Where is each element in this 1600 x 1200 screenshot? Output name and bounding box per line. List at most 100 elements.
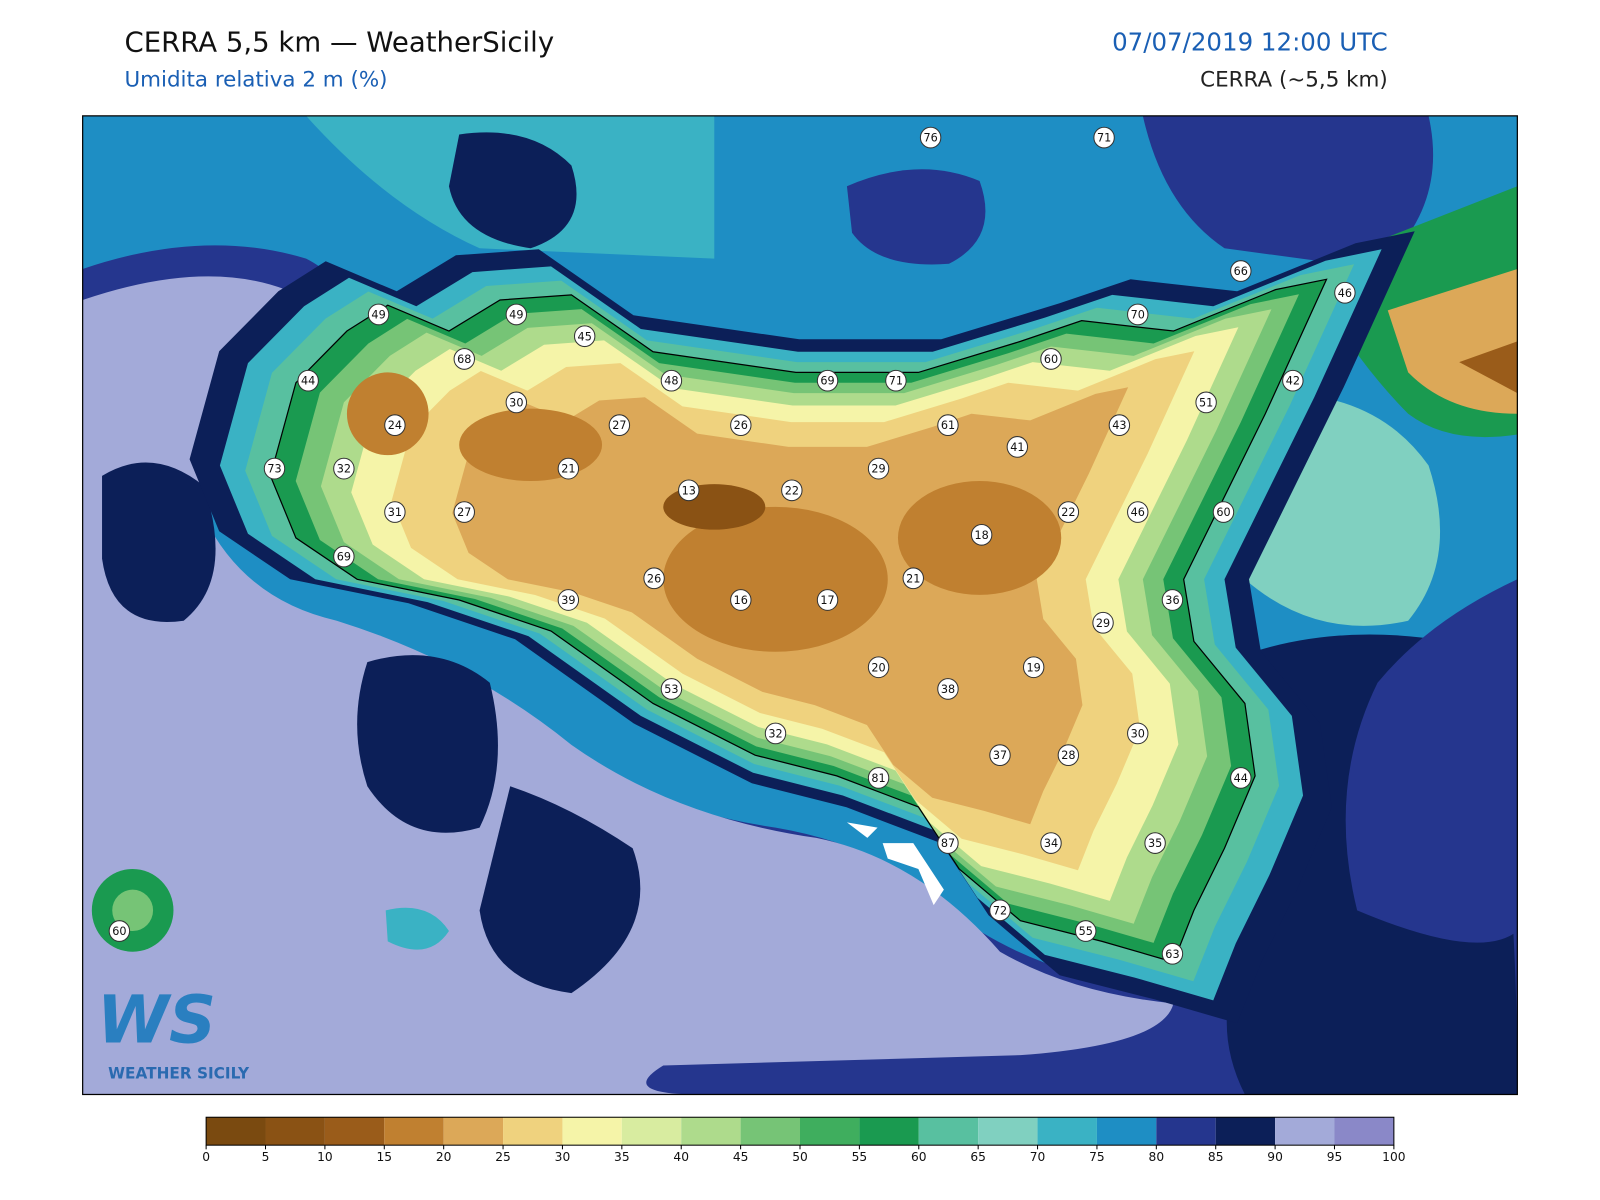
station-value: 20 — [871, 661, 885, 674]
station-value: 76 — [923, 132, 937, 145]
station-value: 21 — [906, 572, 920, 585]
station-value: 60 — [1216, 506, 1230, 519]
station-value: 38 — [941, 683, 955, 696]
station-value: 35 — [1148, 837, 1162, 850]
logo-name: WEATHER SICILY — [108, 1064, 250, 1082]
subtitle: Umidita relativa 2 m (%) — [124, 68, 387, 93]
station-marker — [730, 589, 752, 611]
station-marker — [263, 457, 286, 480]
station-marker — [1127, 722, 1149, 745]
station-value: 19 — [1027, 661, 1041, 674]
humidity-band — [346, 372, 429, 456]
colorbar-tick-label: 35 — [614, 1150, 630, 1164]
mask — [846, 822, 944, 906]
station-marker — [557, 457, 580, 480]
station-marker — [867, 457, 890, 480]
station-marker — [989, 899, 1011, 922]
station-marker — [937, 414, 959, 437]
station-value: 42 — [1286, 375, 1300, 388]
station-marker — [867, 656, 890, 679]
station-marker — [557, 589, 580, 611]
station-value: 68 — [457, 353, 471, 366]
station-value: 41 — [1010, 441, 1024, 454]
station-marker — [989, 744, 1011, 767]
colorbar-tick-label: 0 — [202, 1150, 210, 1164]
station-marker — [573, 325, 596, 348]
logo: WS WEATHER SICILY — [97, 981, 250, 1082]
station-value: 37 — [993, 749, 1007, 762]
colorbar-swatch — [324, 1117, 385, 1146]
colorbar-swatch — [800, 1117, 860, 1146]
station-marker — [1127, 303, 1149, 326]
colorbar-swatch — [443, 1117, 504, 1146]
station-value: 34 — [1044, 837, 1058, 850]
station-value: 26 — [734, 419, 748, 432]
station-value: 43 — [1112, 419, 1126, 432]
station-value: 46 — [1338, 287, 1352, 300]
station-value: 30 — [1131, 727, 1145, 740]
station-value: 32 — [337, 463, 351, 476]
station-value: 71 — [1097, 132, 1111, 145]
station-value: 17 — [820, 594, 834, 607]
colorbar-tick-label: 60 — [911, 1150, 927, 1164]
station-value: 21 — [561, 463, 575, 476]
station-value: 39 — [561, 594, 575, 607]
map-frame — [82, 115, 1518, 1096]
station-value: 29 — [871, 463, 885, 476]
station-marker — [816, 369, 839, 392]
station-value: 61 — [941, 419, 955, 432]
station-marker — [885, 369, 907, 392]
colorbar-swatch — [681, 1117, 741, 1146]
humidity-field — [82, 115, 1518, 1095]
station-marker — [1195, 391, 1217, 414]
station-marker — [1161, 942, 1184, 965]
station-marker — [333, 457, 355, 480]
station-value: 71 — [889, 375, 903, 388]
station-marker — [730, 414, 752, 437]
colorbar-swatch — [740, 1117, 800, 1146]
colorbar-tick-label: 70 — [1030, 1150, 1046, 1164]
station-value: 60 — [112, 925, 126, 938]
station-marker — [660, 678, 683, 700]
colorbar-swatch — [859, 1117, 919, 1146]
station-marker — [1040, 832, 1062, 854]
station-value: 51 — [1199, 396, 1213, 409]
station-marker — [384, 501, 406, 523]
station-value: 73 — [267, 463, 281, 476]
colorbar-swatch — [1215, 1117, 1276, 1146]
station-value: 45 — [578, 330, 592, 343]
colorbar-swatch — [562, 1117, 622, 1146]
station-marker — [643, 567, 665, 590]
station-marker — [1006, 436, 1029, 458]
colorbar-swatch — [1096, 1117, 1157, 1146]
field-area — [1142, 115, 1434, 269]
colorbar-tick-label: 50 — [792, 1150, 808, 1164]
station-value: 63 — [1165, 948, 1179, 961]
station-marker — [297, 369, 319, 392]
station-value: 81 — [871, 772, 885, 785]
station-value: 18 — [974, 529, 988, 542]
station-value: 72 — [993, 904, 1007, 917]
colorbar-tick-label: 25 — [495, 1150, 511, 1164]
colorbar-swatch — [978, 1117, 1038, 1146]
station-value: 24 — [388, 419, 402, 432]
station-value: 29 — [1096, 617, 1110, 630]
station-marker — [505, 391, 528, 414]
station-marker — [678, 479, 700, 502]
station-marker — [453, 348, 475, 370]
colorbar-swatch — [206, 1117, 266, 1146]
station-marker — [453, 501, 475, 523]
station-value: 69 — [337, 551, 351, 564]
station-marker — [660, 369, 683, 392]
date: 07/07/2019 12:00 UTC — [1112, 27, 1388, 56]
station-value: 70 — [1131, 308, 1145, 321]
colorbar-swatch — [1037, 1117, 1097, 1146]
colorbar-swatch — [384, 1117, 444, 1146]
station-marker — [1108, 414, 1131, 437]
source: CERRA (~5,5 km) — [1200, 68, 1388, 93]
logo-mark: WS — [97, 981, 216, 1059]
colorbar-swatch — [503, 1117, 563, 1146]
station-value: 32 — [768, 727, 782, 740]
